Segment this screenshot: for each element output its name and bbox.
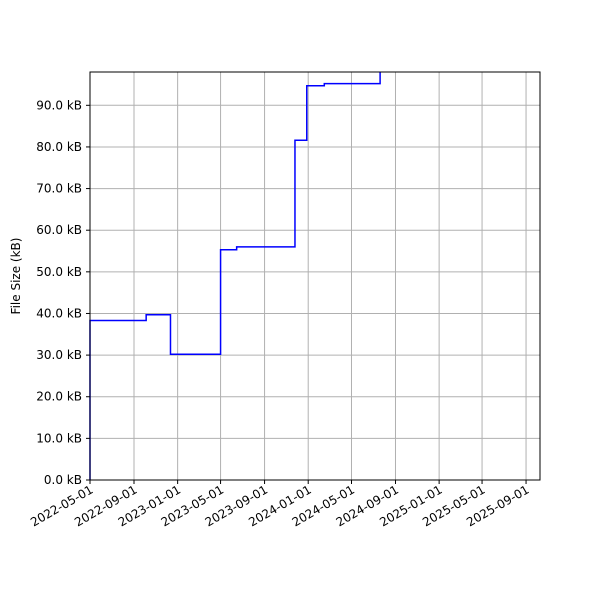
grid-layer: [89, 72, 540, 481]
y-axis-label: File Size (kB): [9, 238, 23, 315]
y-tick-label: 20.0 kB: [36, 390, 82, 404]
series-layer: [89, 72, 381, 480]
y-tick-label: 70.0 kB: [36, 182, 82, 196]
y-tick-label: 0.0 kB: [44, 473, 82, 487]
file-size-series-line: [89, 72, 381, 480]
y-tick-label: 10.0 kB: [36, 431, 82, 445]
y-tick-label: 50.0 kB: [36, 265, 82, 279]
y-tick-label: 80.0 kB: [36, 140, 82, 154]
y-tick-label: 30.0 kB: [36, 348, 82, 362]
y-tick-label: 90.0 kB: [36, 98, 82, 112]
plot-frame: [89, 71, 541, 481]
y-tick-label: 40.0 kB: [36, 306, 82, 320]
y-tick-label: 60.0 kB: [36, 223, 82, 237]
